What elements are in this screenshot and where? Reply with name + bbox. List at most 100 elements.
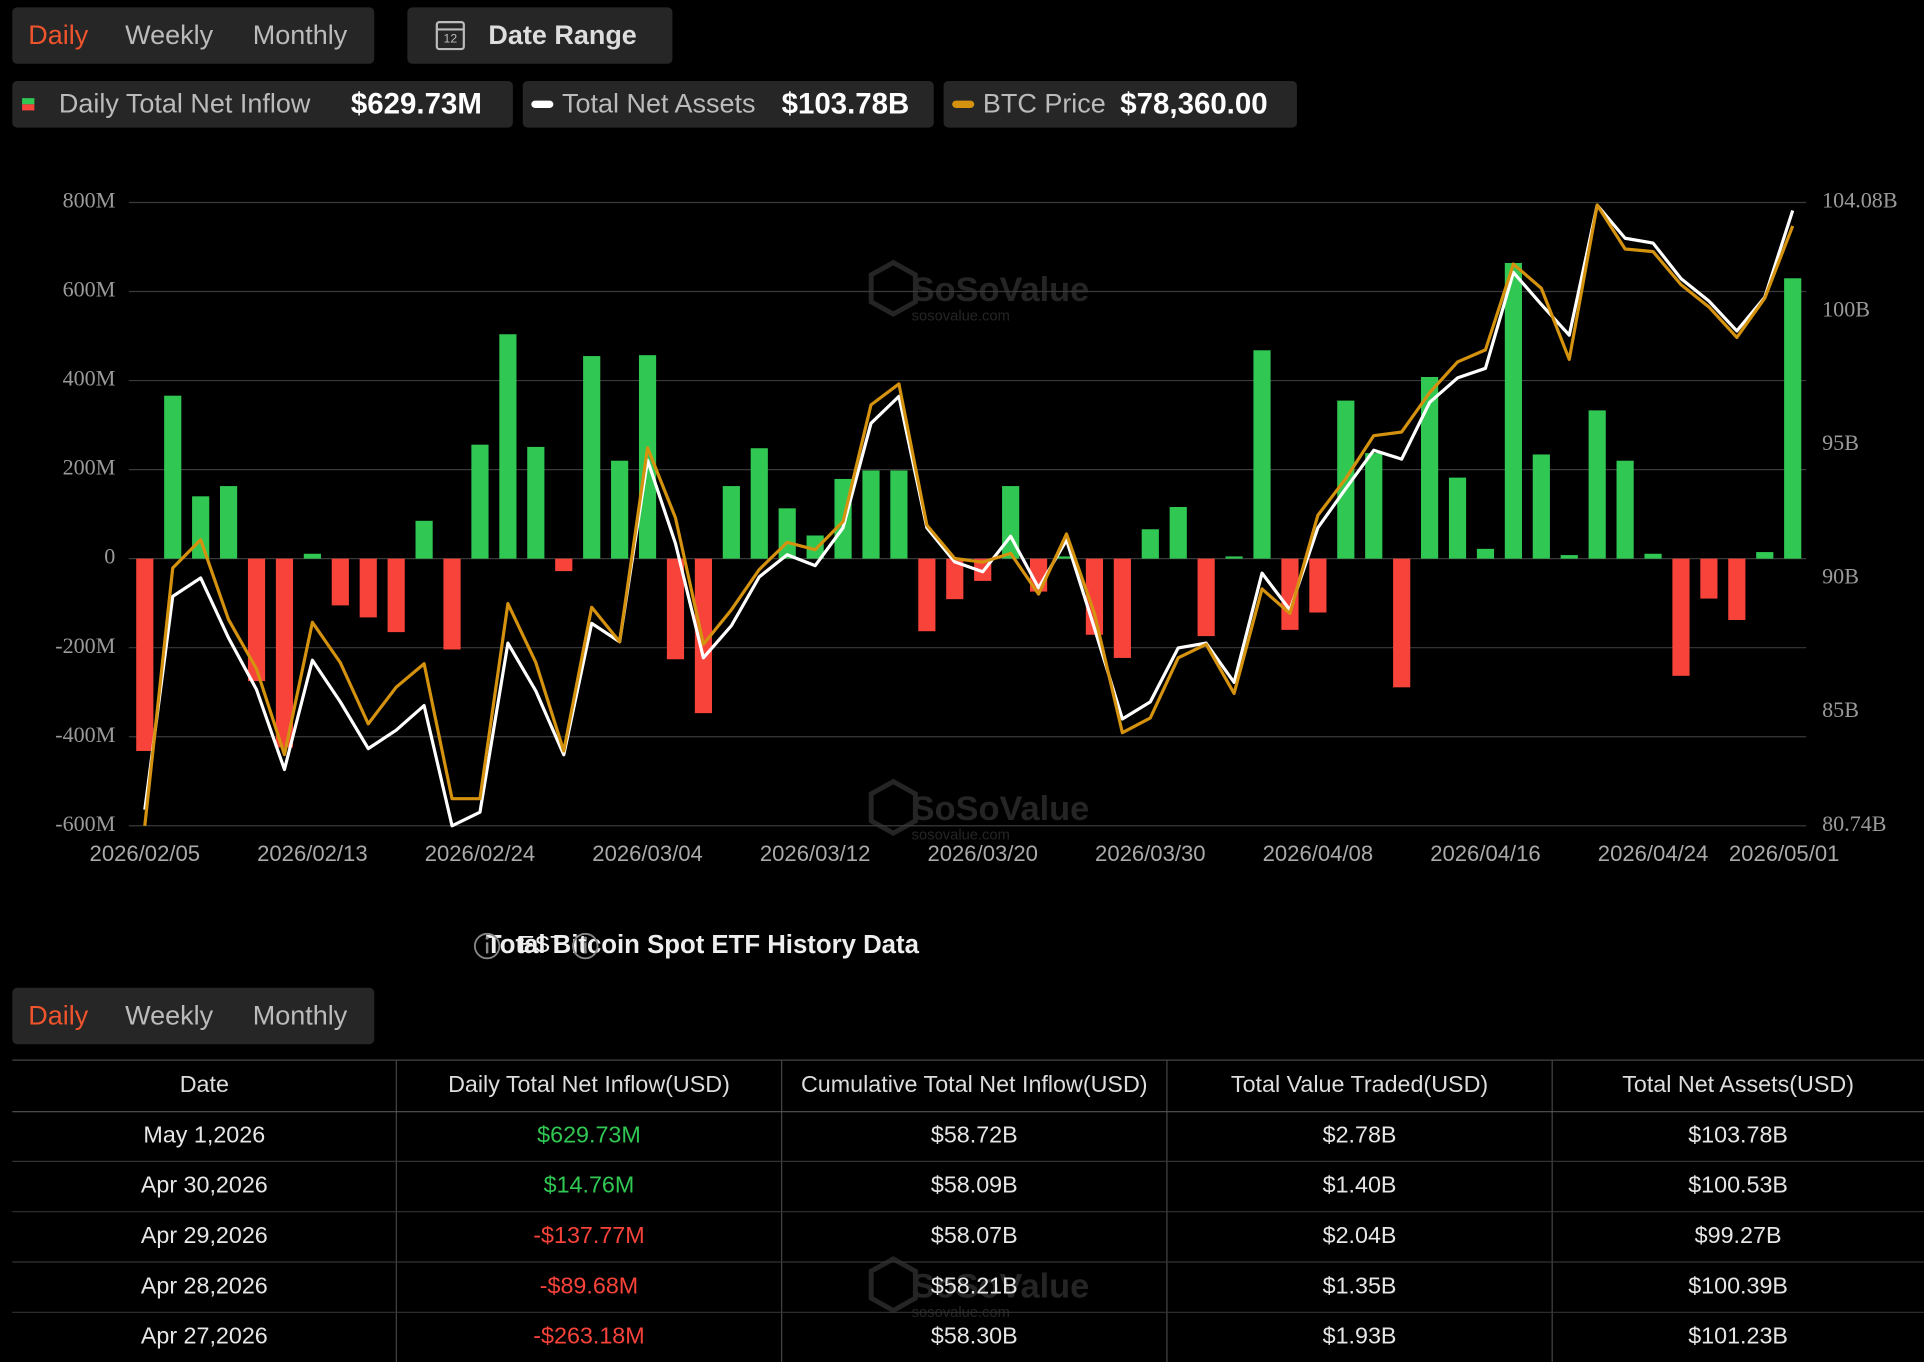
y-tick-label: -400M	[55, 722, 115, 747]
table-cell: -$89.68M	[540, 1272, 638, 1298]
bar	[471, 444, 489, 559]
bar	[1421, 376, 1439, 559]
timezone: EST	[519, 931, 564, 957]
table-cell: $58.07B	[931, 1222, 1018, 1248]
date-range-button[interactable]	[407, 7, 673, 64]
date-range-label[interactable]: Date Range	[488, 20, 636, 50]
x-tick-label: 2026/04/08	[1263, 841, 1374, 866]
table-cell: -$137.77M	[533, 1222, 644, 1248]
table-cell: $100.53B	[1688, 1172, 1788, 1198]
table-cell: $100.39B	[1688, 1272, 1788, 1298]
bar	[1365, 453, 1383, 559]
bar	[1476, 548, 1495, 559]
legend-box	[943, 80, 1297, 128]
info-dot	[583, 936, 587, 940]
column-header: Date	[180, 1071, 229, 1097]
table-cell: $58.72B	[931, 1121, 1018, 1147]
table-cell: $103.78B	[1688, 1121, 1788, 1147]
bar	[275, 558, 294, 748]
bar	[890, 470, 908, 559]
x-tick-label: 2026/03/04	[592, 841, 703, 866]
bar	[1532, 454, 1550, 559]
table-cell: $58.09B	[931, 1172, 1018, 1198]
watermark-url: sosovalue.com	[912, 827, 1010, 843]
info-icon[interactable]	[572, 932, 599, 960]
legend-swatch-down	[22, 104, 35, 111]
table-cell: Apr 28,2026	[141, 1272, 268, 1298]
bar	[247, 558, 266, 682]
bar	[1616, 460, 1634, 559]
table-cell: $2.04B	[1323, 1222, 1397, 1248]
y-tick-label: 800M	[63, 188, 116, 213]
legend-swatch	[531, 100, 554, 108]
y-tick-label: 400M	[63, 366, 116, 391]
legend-name: BTC Price	[983, 89, 1106, 119]
info-icon[interactable]	[473, 932, 501, 960]
bar	[303, 553, 321, 559]
bar	[946, 558, 964, 600]
watermark-logo	[868, 778, 918, 836]
legend-value: $629.73M	[351, 87, 482, 120]
legend-box	[12, 80, 513, 128]
bar	[555, 558, 573, 572]
table-cell: $1.93B	[1323, 1323, 1397, 1349]
bar	[862, 470, 880, 559]
bar	[918, 558, 936, 632]
bar	[1672, 558, 1690, 676]
calendar-frame	[435, 20, 465, 51]
bar	[666, 558, 685, 660]
bar	[1057, 556, 1076, 559]
tab-bar	[12, 7, 375, 64]
section-title: Total Bitcoin Spot ETF History Data	[486, 931, 920, 959]
x-tick-label: 2026/03/20	[927, 841, 1037, 866]
bar	[1784, 278, 1802, 559]
bar	[1309, 558, 1327, 613]
bar	[136, 558, 154, 751]
x-tick-label: 2026/02/24	[425, 841, 536, 866]
table-cell: May 1,2026	[143, 1121, 265, 1147]
table-cell: $14.76M	[544, 1172, 635, 1198]
y2-tick-label: 104.08B	[1822, 188, 1897, 213]
y2-tick-label: 95B	[1822, 430, 1859, 455]
y-tick-label: 200M	[63, 455, 116, 480]
table-cell: $101.23B	[1688, 1323, 1788, 1349]
x-tick-label: 2026/03/12	[760, 841, 870, 866]
table-cell: $2.78B	[1323, 1121, 1397, 1147]
x-tick-label: 2026/04/24	[1598, 841, 1708, 866]
y-tick-label: -200M	[55, 633, 115, 658]
bar	[1169, 507, 1187, 559]
bar	[1281, 558, 1299, 630]
bar	[722, 486, 740, 559]
bar	[1393, 558, 1411, 688]
y2-tick-label: 80.74B	[1822, 811, 1886, 836]
tab[interactable]: Monthly	[253, 20, 348, 50]
line	[143, 203, 1795, 826]
watermark-name: SoSoValue	[912, 790, 1090, 828]
bar	[415, 520, 433, 559]
tab[interactable]: Weekly	[125, 20, 213, 50]
bar	[1560, 555, 1578, 559]
info-circle	[572, 932, 599, 960]
bar	[443, 558, 461, 650]
info-dot	[485, 936, 489, 940]
bar	[1448, 477, 1467, 559]
bar	[1141, 529, 1159, 559]
x-tick-label: 2026/04/16	[1430, 841, 1541, 866]
watermark-url: sosovalue.com	[912, 308, 1010, 324]
tab[interactable]: Monthly	[253, 1000, 348, 1030]
calendar-day: 12	[444, 31, 458, 45]
tab[interactable]: Weekly	[125, 1000, 213, 1030]
table-cell: $99.27B	[1695, 1222, 1782, 1248]
line	[143, 203, 1795, 828]
tab[interactable]: Daily	[28, 1000, 88, 1030]
bar	[1588, 410, 1606, 559]
x-tick-label: 2026/02/05	[90, 841, 200, 866]
tab[interactable]: Daily	[28, 20, 88, 50]
info-circle	[473, 932, 501, 960]
table-tab-bar	[12, 987, 375, 1045]
bar	[1197, 558, 1215, 637]
